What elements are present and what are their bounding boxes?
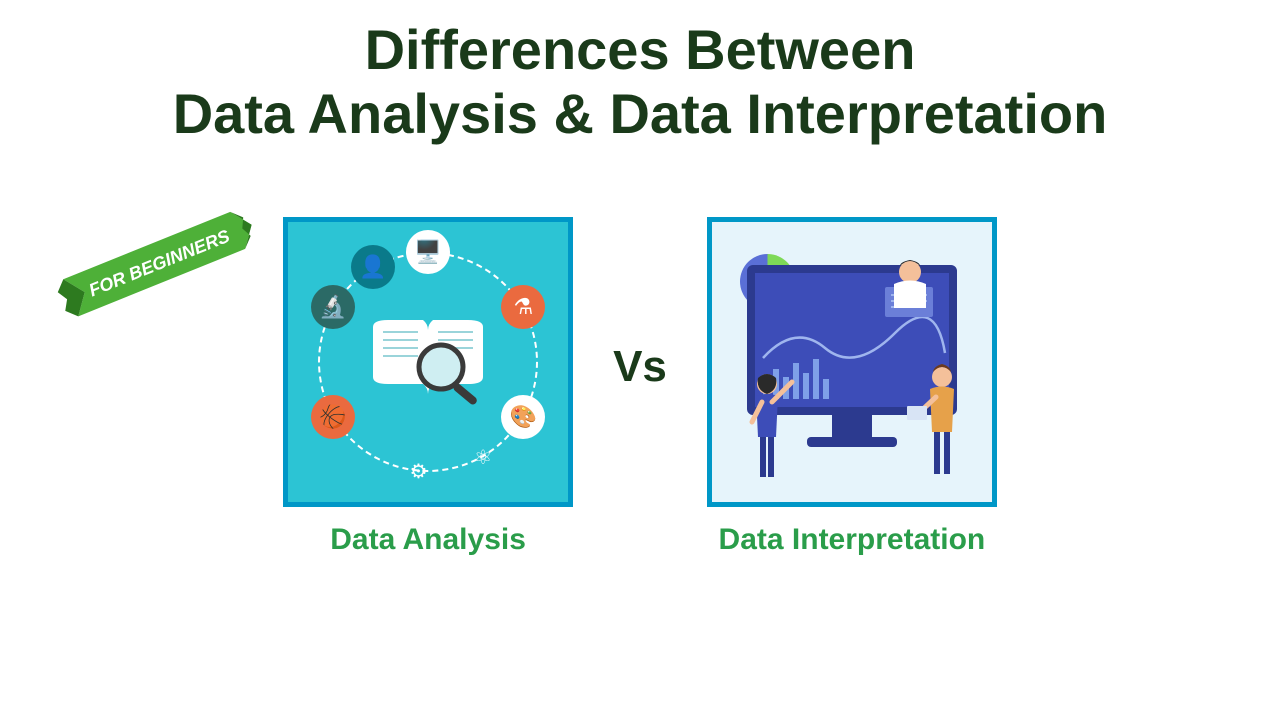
person-top-icon <box>894 260 926 308</box>
person-left-icon <box>752 374 792 477</box>
left-card-wrap: 🖥️ ⚗ 🎨 🏀 🔬👤 ⚛ ⚙ Data Analysis <box>283 217 573 557</box>
basketball-icon: 🏀 <box>311 395 355 439</box>
atom-icon: ⚛ <box>461 435 505 479</box>
title-line-1: Differences Between <box>0 18 1280 82</box>
data-interpretation-card <box>707 217 997 507</box>
gear-tiny-icon: ⚙ <box>397 449 441 493</box>
vs-label: Vs <box>613 342 667 432</box>
person-right-icon <box>907 364 954 474</box>
palette-icon: 🎨 <box>501 395 545 439</box>
right-card-wrap: Data Interpretation <box>707 217 997 557</box>
flask-icon: ⚗ <box>501 285 545 329</box>
right-caption: Data Interpretation <box>719 523 986 557</box>
beginners-ribbon: FOR BEGINNERS <box>55 200 265 330</box>
monitor-icon: 🖥️ <box>406 230 450 274</box>
microscope-icon: 🔬 <box>311 285 355 329</box>
people-layer <box>712 222 997 507</box>
title-line-2: Data Analysis & Data Interpretation <box>0 82 1280 146</box>
data-analysis-card: 🖥️ ⚗ 🎨 🏀 🔬👤 ⚛ ⚙ <box>283 217 573 507</box>
page-header: Differences Between Data Analysis & Data… <box>0 0 1280 147</box>
book-magnifier-icon <box>363 312 493 412</box>
left-caption: Data Analysis <box>330 523 526 557</box>
avatar-icon: 👤 <box>351 245 395 289</box>
